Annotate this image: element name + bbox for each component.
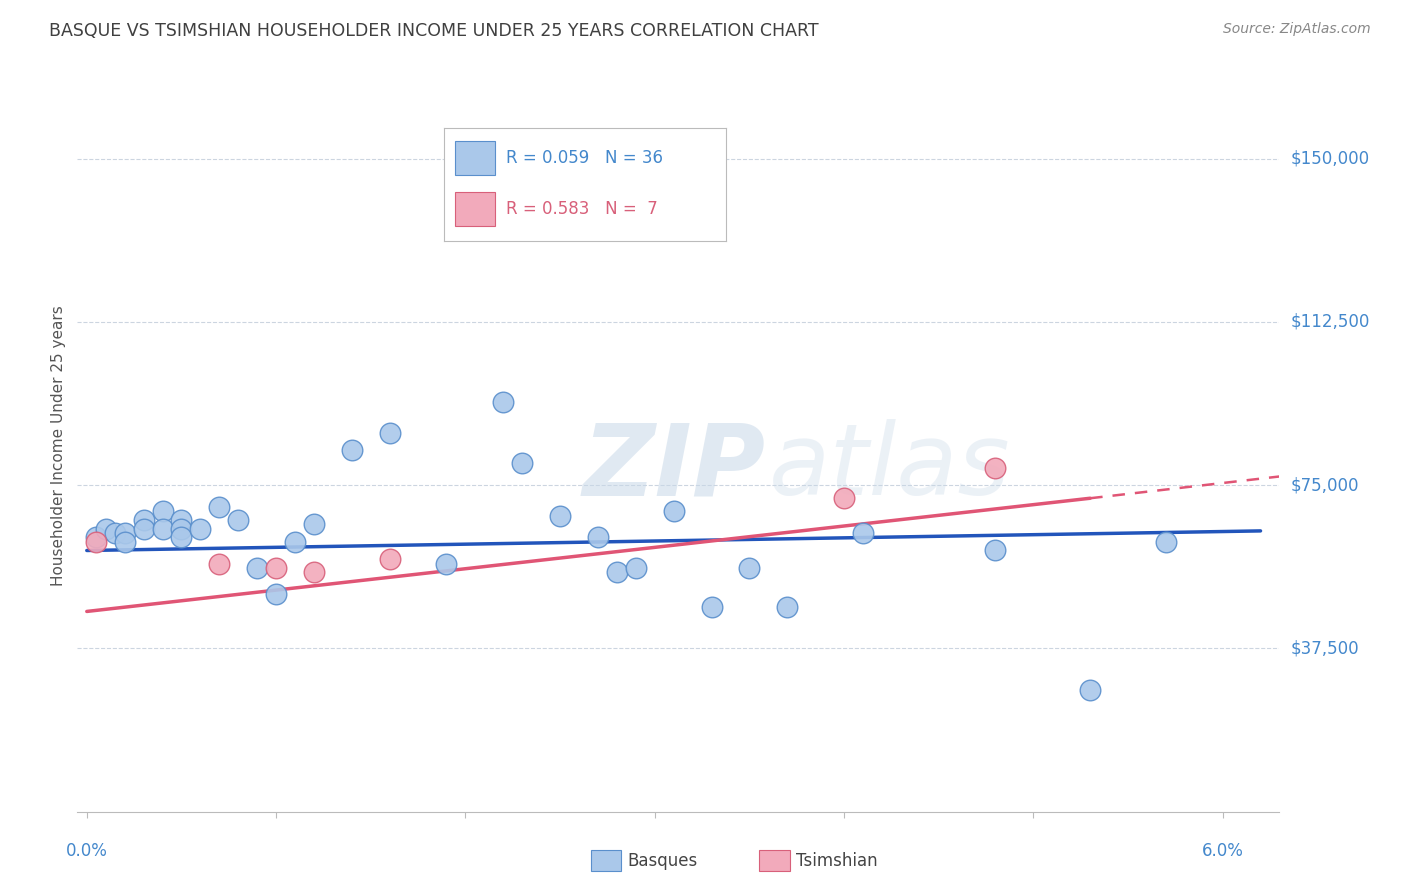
Point <box>852 526 875 541</box>
Point <box>114 534 136 549</box>
Point <box>700 600 723 615</box>
Point <box>170 522 193 536</box>
Y-axis label: Householder Income Under 25 years: Householder Income Under 25 years <box>51 306 66 586</box>
Text: Source: ZipAtlas.com: Source: ZipAtlas.com <box>1223 22 1371 37</box>
Point <box>378 425 401 440</box>
Point <box>84 534 107 549</box>
Text: ZIP: ZIP <box>582 419 765 516</box>
Point <box>624 561 647 575</box>
Point <box>246 561 269 575</box>
Point <box>378 552 401 566</box>
Point <box>984 543 1007 558</box>
Point <box>132 513 155 527</box>
Text: atlas: atlas <box>769 419 1010 516</box>
Point <box>208 557 231 571</box>
Point <box>548 508 571 523</box>
Point <box>84 530 107 544</box>
Point <box>1078 682 1101 697</box>
Text: $75,000: $75,000 <box>1291 476 1360 494</box>
Point <box>832 491 855 506</box>
Point <box>132 522 155 536</box>
Text: $150,000: $150,000 <box>1291 150 1369 168</box>
Text: 6.0%: 6.0% <box>1202 842 1243 860</box>
Point <box>302 566 325 580</box>
Text: BASQUE VS TSIMSHIAN HOUSEHOLDER INCOME UNDER 25 YEARS CORRELATION CHART: BASQUE VS TSIMSHIAN HOUSEHOLDER INCOME U… <box>49 22 818 40</box>
Point <box>152 522 174 536</box>
Text: R = 0.583   N =  7: R = 0.583 N = 7 <box>506 201 658 219</box>
Point <box>1154 534 1177 549</box>
Point <box>586 530 609 544</box>
Point <box>114 526 136 541</box>
Point <box>984 460 1007 475</box>
Point <box>510 457 533 471</box>
Point <box>284 534 307 549</box>
Point <box>436 557 458 571</box>
Point <box>492 395 515 409</box>
Point <box>152 504 174 518</box>
Point <box>340 443 363 458</box>
Point <box>264 561 287 575</box>
Bar <box>456 142 495 176</box>
Point <box>776 600 799 615</box>
Point <box>662 504 685 518</box>
Point <box>208 500 231 514</box>
Point <box>738 561 761 575</box>
Text: 0.0%: 0.0% <box>66 842 108 860</box>
Point <box>190 522 212 536</box>
Text: $37,500: $37,500 <box>1291 640 1360 657</box>
Bar <box>456 193 495 227</box>
Text: R = 0.059   N = 36: R = 0.059 N = 36 <box>506 150 664 168</box>
Text: Basques: Basques <box>627 852 697 870</box>
Point <box>104 526 127 541</box>
Text: $112,500: $112,500 <box>1291 313 1369 331</box>
Point <box>226 513 249 527</box>
Point <box>606 566 628 580</box>
Point <box>170 530 193 544</box>
Point <box>264 587 287 601</box>
Text: Tsimshian: Tsimshian <box>796 852 877 870</box>
Point <box>170 513 193 527</box>
Point <box>302 517 325 532</box>
Point <box>94 522 117 536</box>
